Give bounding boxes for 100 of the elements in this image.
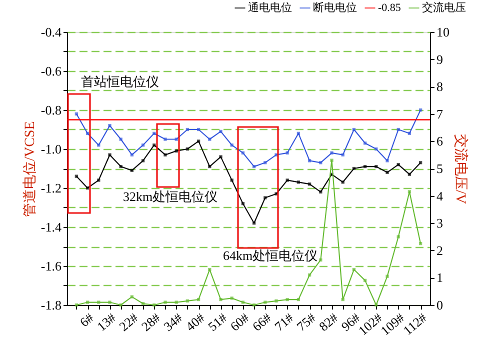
y2-tick-label: 4 [436, 188, 444, 204]
point [208, 138, 212, 141]
point [396, 128, 400, 132]
point [219, 155, 222, 158]
point [418, 242, 422, 246]
annotation: 32km处恒电位仪 [123, 189, 218, 204]
point [74, 174, 78, 178]
point [86, 186, 90, 190]
legend-label: 通电电位 [248, 1, 292, 14]
legend-label: -0.85 [378, 2, 402, 14]
point [108, 153, 112, 156]
point [130, 168, 134, 172]
point [330, 151, 334, 154]
y2-tick-label: 5 [436, 161, 443, 176]
point [174, 300, 178, 304]
point [341, 153, 344, 156]
point [97, 178, 100, 182]
point [130, 295, 134, 298]
point [418, 161, 422, 164]
point [74, 303, 78, 307]
point [119, 164, 122, 168]
point [164, 300, 167, 304]
point [230, 144, 234, 147]
point [319, 258, 322, 262]
y-tick-label: -0.4 [40, 24, 62, 40]
y-tick-label: -1.4 [40, 220, 62, 234]
point [208, 164, 212, 168]
point [174, 149, 178, 153]
point [286, 151, 289, 154]
point [174, 138, 178, 141]
point [296, 298, 300, 302]
point [330, 158, 334, 162]
point [141, 302, 145, 306]
point [108, 124, 112, 128]
point [119, 303, 122, 307]
point [274, 299, 278, 302]
x-tick-label: 13# [94, 310, 119, 334]
point [319, 190, 322, 194]
annotation: 64km处恒电位仪 [223, 248, 318, 263]
point [308, 273, 312, 277]
point [196, 298, 200, 302]
point [130, 153, 134, 156]
point [396, 163, 400, 166]
point [319, 161, 322, 164]
point [408, 172, 412, 176]
x-tick-label: 82# [316, 310, 341, 334]
point [241, 300, 245, 304]
point [230, 178, 234, 182]
point [374, 303, 378, 307]
point [97, 300, 100, 304]
point [86, 132, 90, 135]
point [186, 299, 190, 302]
point [363, 164, 367, 168]
y-tick-label: -1.8 [40, 298, 62, 312]
point [186, 147, 190, 151]
point [108, 300, 112, 304]
point [308, 159, 312, 162]
point [308, 182, 312, 186]
point [196, 128, 200, 132]
y-tick-label: -1.0 [40, 142, 62, 156]
point [286, 178, 289, 182]
y2-tick-label: 0 [436, 298, 443, 312]
point [241, 151, 245, 154]
y2-tick-label: 7 [436, 106, 444, 122]
point [363, 278, 367, 282]
point [241, 202, 245, 206]
point [230, 296, 234, 300]
point [264, 300, 267, 304]
point [386, 274, 389, 278]
point [164, 138, 167, 141]
point [264, 196, 267, 200]
point [352, 128, 356, 132]
point [408, 132, 412, 135]
point [374, 164, 378, 168]
point [141, 159, 145, 162]
y2-tick-label: 6 [436, 134, 444, 149]
point [152, 144, 156, 147]
point [296, 132, 300, 135]
point [219, 298, 222, 302]
point [386, 159, 389, 162]
point [296, 180, 300, 184]
point [341, 180, 344, 184]
point [97, 144, 100, 147]
point [418, 108, 422, 112]
x-tick-label: 51# [205, 310, 230, 334]
point [386, 170, 389, 174]
y-tick-label: -1.2 [40, 180, 62, 196]
y-tick-label: -1.6 [40, 258, 62, 274]
point [286, 298, 289, 302]
point [408, 190, 412, 194]
point [74, 112, 78, 116]
y2-tick-label: 8 [436, 79, 443, 94]
point [252, 164, 256, 168]
point [164, 153, 167, 156]
point [374, 147, 378, 151]
point [219, 130, 222, 134]
point [119, 138, 122, 141]
point [141, 144, 145, 147]
y-tick-label: -0.6 [40, 64, 62, 78]
point [341, 298, 344, 302]
